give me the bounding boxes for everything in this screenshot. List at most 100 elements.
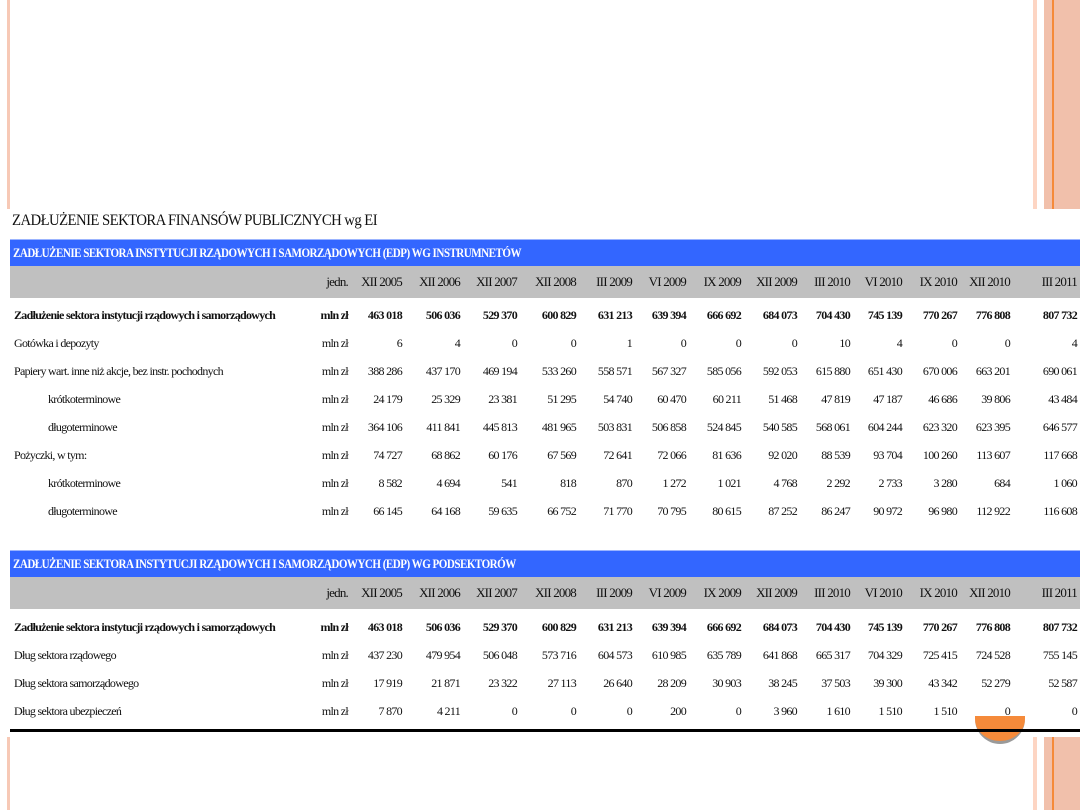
table-row: krótkoterminowe mln zł 24 179 25 329 23 381 5… — [10, 385, 1080, 413]
header-period: XII 2005 — [361, 274, 403, 289]
cell-value: 0 — [1071, 703, 1078, 718]
header-unit: jedn. — [326, 585, 348, 600]
cell-value: 411 841 — [426, 419, 460, 434]
table-header-row: jedn. XII 2005 XII 2006 XII 2007 XII 2008 III… — [10, 266, 1080, 298]
cell-value: 116 608 — [1043, 503, 1077, 518]
cell-value: 540 585 — [762, 419, 798, 434]
header-period: IX 2009 — [703, 274, 742, 289]
cell-value: 2 733 — [878, 475, 902, 490]
table-row: długoterminowe mln zł 364 106 411 841 445 81… — [10, 413, 1080, 441]
cell-value: 0 — [626, 703, 633, 718]
cell-value: 26 640 — [603, 675, 633, 690]
right-decor-block — [1044, 737, 1080, 810]
cell-value: 1 — [626, 335, 633, 350]
cell-value: 1 272 — [662, 475, 686, 490]
right-decor-line — [1052, 737, 1054, 810]
cell-value: 4 — [454, 335, 461, 350]
header-period: XII 2007 — [476, 585, 518, 600]
cell-value: 0 — [570, 703, 577, 718]
cell-value: 529 370 — [482, 307, 518, 322]
cell-value: 112 922 — [976, 503, 1010, 518]
cell-value: 533 260 — [541, 363, 577, 378]
table-header-row: jedn. XII 2005 XII 2006 XII 2007 XII 2008 III… — [10, 577, 1080, 609]
row-label: Dług sektora ubezpieczeń — [14, 703, 122, 718]
table-row: Zadłużenie sektora instytucji rządowych … — [10, 301, 1080, 329]
cell-value: 92 020 — [768, 447, 798, 462]
table-row: Zadłużenie sektora instytucji rządowych … — [10, 613, 1080, 641]
cell-value: 631 213 — [597, 619, 633, 634]
cell-value: 639 394 — [651, 307, 687, 322]
row-unit: mln zł — [321, 335, 349, 350]
row-label: Gotówka i depozyty — [14, 335, 99, 350]
cell-value: 88 539 — [821, 447, 851, 462]
header-period: IX 2010 — [919, 585, 958, 600]
cell-value: 631 213 — [597, 307, 633, 322]
row-label: krótkoterminowe — [48, 391, 121, 406]
cell-value: 72 641 — [603, 447, 633, 462]
table-row: Gotówka i depozyty mln zł 6 4 0 0 1 0 0 0 10 4 0 0 4 — [10, 329, 1080, 357]
row-unit: mln zł — [320, 619, 349, 634]
cell-value: 23 381 — [488, 391, 518, 406]
cell-value: 437 170 — [425, 363, 461, 378]
cell-value: 604 573 — [597, 647, 633, 662]
cell-value: 4 694 — [436, 475, 460, 490]
right-decor-line — [1052, 0, 1054, 209]
row-unit: mln zł — [321, 363, 349, 378]
cell-value: 66 752 — [547, 503, 577, 518]
right-decor-block — [1044, 0, 1080, 209]
cell-value: 567 327 — [651, 363, 687, 378]
cell-value: 506 858 — [651, 419, 687, 434]
cell-value: 770 267 — [922, 307, 958, 322]
header-period: XII 2008 — [535, 585, 577, 600]
cell-value: 4 — [896, 335, 903, 350]
row-label: krótkoterminowe — [48, 475, 121, 490]
cell-value: 666 692 — [706, 307, 742, 322]
cell-value: 72 066 — [657, 447, 687, 462]
cell-value: 770 267 — [922, 619, 958, 634]
cell-value: 4 — [1071, 335, 1078, 350]
header-period: XII 2009 — [756, 585, 798, 600]
cell-value: 684 073 — [762, 307, 798, 322]
header-period: III 2010 — [814, 274, 851, 289]
row-label: Zadłużenie sektora instytucji rządowych … — [14, 307, 276, 322]
cell-value: 38 245 — [768, 675, 798, 690]
cell-value: 1 021 — [717, 475, 741, 490]
cell-value: 0 — [511, 703, 518, 718]
table-by-subsectors: ZADŁUŻENIE SEKTORA INSTYTUCJI RZĄDOWYCH … — [10, 550, 1080, 732]
cell-value: 24 179 — [373, 391, 403, 406]
row-label: Papiery wart. inne niż akcje, bez instr.… — [14, 363, 224, 378]
cell-value: 745 139 — [867, 307, 903, 322]
cell-value: 52 587 — [1048, 675, 1078, 690]
table-row: długoterminowe mln zł 66 145 64 168 59 635 66… — [10, 497, 1080, 525]
header-period: III 2011 — [1041, 274, 1078, 289]
header-period: VI 2009 — [648, 274, 687, 289]
cell-value: 641 868 — [762, 647, 798, 662]
cell-value: 610 985 — [651, 647, 687, 662]
cell-value: 506 036 — [425, 307, 461, 322]
cell-value: 445 813 — [482, 419, 518, 434]
cell-value: 2 292 — [826, 475, 850, 490]
table-heading-text: ZADŁUŻENIE SEKTORA INSTYTUCJI RZĄDOWYCH … — [13, 245, 522, 260]
cell-value: 725 415 — [922, 647, 958, 662]
cell-value: 437 230 — [367, 647, 403, 662]
right-decor-stripe — [1033, 0, 1037, 209]
cell-value: 807 732 — [1042, 307, 1078, 322]
row-unit: mln zł — [321, 675, 349, 690]
cell-value: 74 727 — [373, 447, 403, 462]
cell-value: 4 211 — [436, 703, 461, 718]
cell-value: 90 972 — [873, 503, 903, 518]
header-period: VI 2010 — [864, 274, 903, 289]
cell-value: 524 845 — [706, 419, 742, 434]
cell-value: 870 — [616, 475, 633, 490]
cell-value: 506 036 — [425, 619, 461, 634]
cell-value: 1 060 — [1053, 475, 1077, 490]
cell-value: 0 — [511, 335, 518, 350]
cell-value: 52 279 — [981, 675, 1011, 690]
cell-value: 704 329 — [867, 647, 903, 662]
header-period: XII 2007 — [476, 274, 518, 289]
cell-value: 81 636 — [712, 447, 742, 462]
cell-value: 481 965 — [541, 419, 577, 434]
cell-value: 704 430 — [815, 619, 851, 634]
cell-value: 568 061 — [815, 419, 851, 434]
cell-value: 25 329 — [431, 391, 461, 406]
